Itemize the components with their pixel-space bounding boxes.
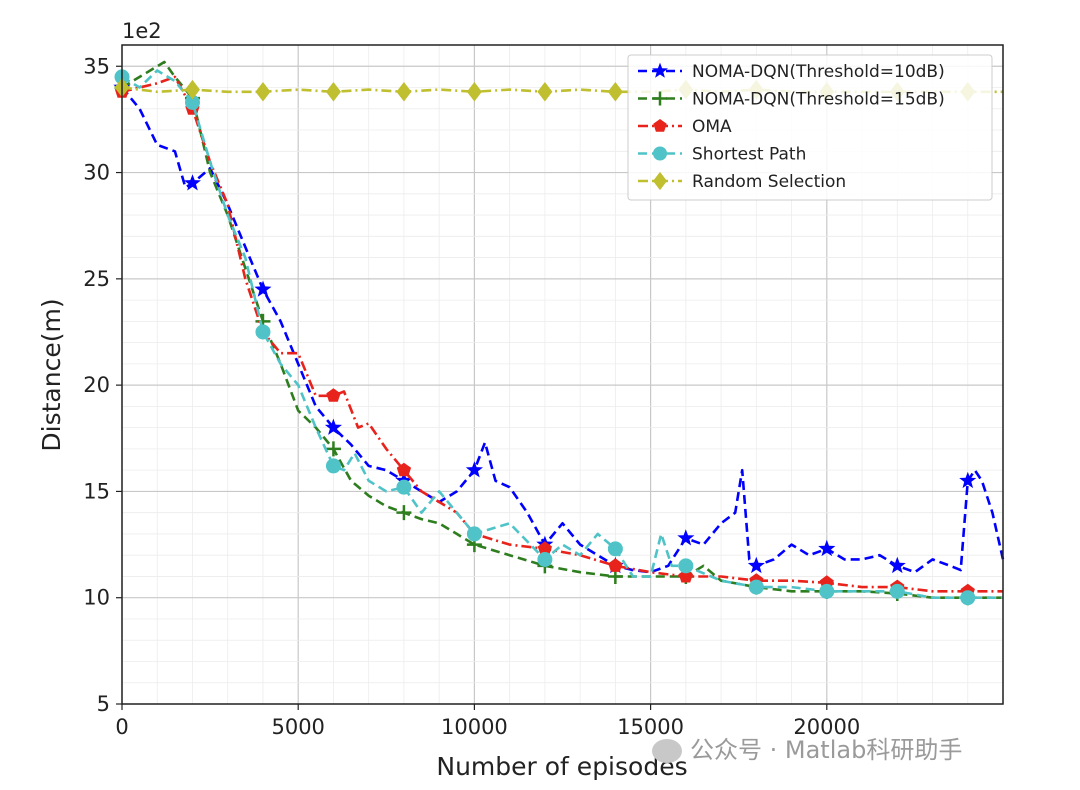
data-point <box>677 529 695 546</box>
data-point <box>325 458 341 474</box>
x-tick-label: 15000 <box>617 715 684 739</box>
data-point <box>819 583 835 599</box>
axis-ticks: 0 5000 10000 15000 20000 5 10 15 20 25 30 35 <box>83 54 860 739</box>
data-point <box>255 82 271 102</box>
x-tick-label: 5000 <box>271 715 324 739</box>
data-point <box>465 461 483 478</box>
y-tick-label: 15 <box>83 479 110 503</box>
legend-item: Shortest Path <box>638 145 806 165</box>
data-point <box>818 539 836 557</box>
y-tick-label: 35 <box>83 54 110 78</box>
data-point <box>747 556 765 574</box>
data-point <box>537 82 553 102</box>
legend-marker <box>653 171 667 191</box>
data-point <box>326 388 341 402</box>
data-point <box>607 541 623 557</box>
data-point <box>325 441 341 457</box>
watermark: 公众号 · Matlab科研助手 <box>652 730 962 765</box>
legend-label: Random Selection <box>692 172 846 192</box>
x-tick-label: 10000 <box>441 715 508 739</box>
data-point <box>324 418 342 435</box>
x-axis-label: Number of episodes <box>436 752 687 781</box>
legend-label: OMA <box>692 117 732 137</box>
series-line <box>120 86 1005 574</box>
data-point <box>466 526 482 542</box>
data-point <box>678 558 694 574</box>
data-point <box>396 462 412 477</box>
legend: NOMA-DQN(Threshold=10dB) NOMA-DQN(Thresho… <box>627 54 993 201</box>
y-tick-label: 25 <box>83 267 110 291</box>
plot-frame <box>121 44 1004 705</box>
legend-marker <box>653 91 667 106</box>
x-tick-label: 0 <box>115 715 128 739</box>
data-point <box>184 94 200 110</box>
data-point <box>254 280 272 297</box>
legend-marker <box>653 119 667 132</box>
legend-item: OMA <box>638 117 732 137</box>
data-point <box>255 324 271 340</box>
watermark-text: 公众号 · Matlab科研助手 <box>690 736 963 764</box>
y-tick-label: 20 <box>83 373 110 397</box>
data-point <box>888 556 906 574</box>
legend-box <box>627 54 993 201</box>
data-point <box>183 174 201 191</box>
x-tick-label: 20000 <box>793 715 860 739</box>
series-shortest-path <box>114 69 1003 606</box>
data-point <box>466 82 482 102</box>
data-point <box>537 541 552 555</box>
legend-marker <box>653 146 667 161</box>
data-point <box>396 479 412 495</box>
data-point <box>889 583 905 599</box>
series-line <box>121 69 1003 599</box>
data-point <box>608 558 623 572</box>
legend-label: NOMA-DQN(Threshold=10dB) <box>692 62 945 82</box>
legend-item: Random Selection <box>638 171 846 192</box>
y-tick-label: 10 <box>83 586 110 610</box>
data-point <box>396 505 412 521</box>
legend-item: NOMA-DQN(Threshold=15dB) <box>638 90 945 110</box>
data-point <box>396 82 412 102</box>
wechat-icon <box>652 739 682 763</box>
y-axis-label: Distance(m) <box>37 298 66 451</box>
offset-label: 1e2 <box>122 19 162 43</box>
data-point <box>960 590 976 606</box>
y-tick-label: 5 <box>97 692 110 716</box>
data-point <box>184 79 200 100</box>
legend-label: Shortest Path <box>692 145 806 165</box>
legend-marker <box>652 62 668 78</box>
y-tick-label: 30 <box>83 161 110 185</box>
legend-item: NOMA-DQN(Threshold=10dB) <box>638 62 945 82</box>
series-line <box>121 60 1003 599</box>
series-line <box>121 75 1003 593</box>
data-point <box>607 82 623 102</box>
data-point <box>325 82 341 102</box>
data-point <box>537 551 553 567</box>
data-point <box>748 579 764 595</box>
legend-label: NOMA-DQN(Threshold=15dB) <box>692 90 945 110</box>
data-point <box>959 471 977 489</box>
